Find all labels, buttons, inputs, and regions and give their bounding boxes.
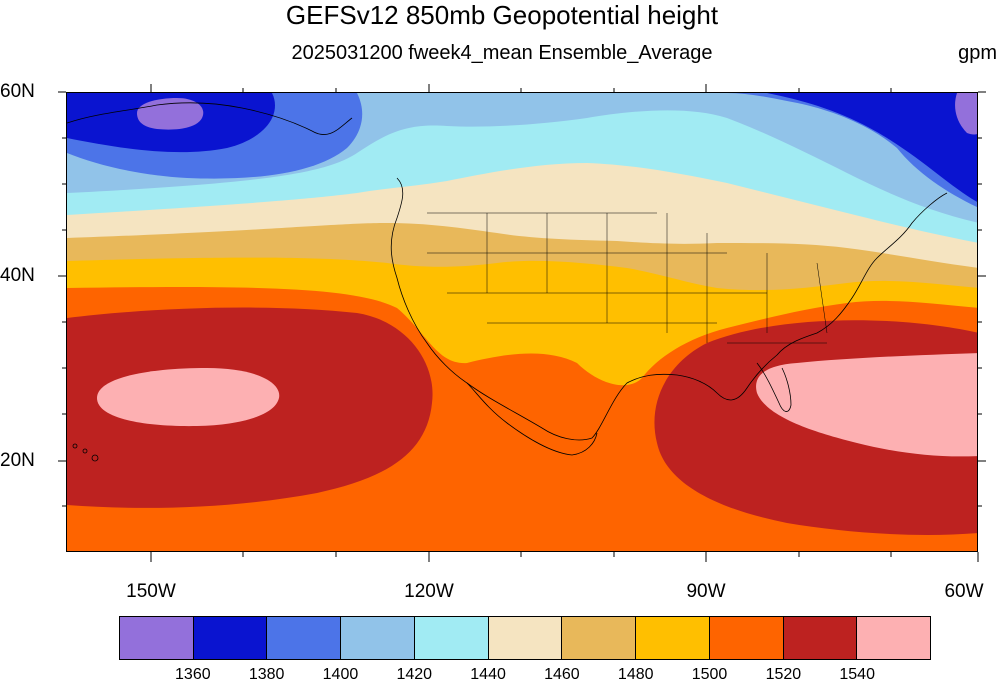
colorbar-swatch xyxy=(636,617,710,659)
coastline-florida xyxy=(756,362,792,412)
lat-label-60n: 60N xyxy=(0,81,35,102)
colorbar-swatch xyxy=(488,617,563,659)
colorbar-label: 1500 xyxy=(691,666,728,683)
lon-label-90w: 90W xyxy=(686,581,726,602)
colorbar-label: 1420 xyxy=(396,666,433,683)
lon-label-150w: 150W xyxy=(126,581,176,602)
colorbar-swatch xyxy=(193,617,268,659)
contour-band-1380-east xyxy=(767,93,977,202)
lat-label-20n: 20N xyxy=(0,450,35,471)
colorbar-label: 1480 xyxy=(617,666,654,683)
chart-title: GEFSv12 850mb Geopotential height xyxy=(285,0,719,30)
colorbar-label: 1440 xyxy=(470,666,506,683)
colorbar xyxy=(119,616,931,660)
colorbar-label: 1400 xyxy=(322,666,359,683)
map-panel xyxy=(66,92,978,552)
hawaii-islands xyxy=(72,443,99,462)
colorbar-swatch xyxy=(709,617,784,659)
lat-label-40n: 40N xyxy=(0,265,35,286)
contour-band-1360-east xyxy=(955,93,977,135)
lon-label-60w: 60W xyxy=(944,581,984,602)
colorbar-swatch xyxy=(267,617,342,659)
map-svg xyxy=(67,93,977,551)
colorbar-label: 1460 xyxy=(544,666,580,683)
colorbar-swatch xyxy=(414,617,489,659)
contour-band-above-1540-east xyxy=(756,353,977,457)
colorbar-swatch xyxy=(857,617,931,659)
colorbar-label: 1540 xyxy=(839,666,875,683)
coastline-north-america xyxy=(390,177,948,441)
colorbar-swatch xyxy=(562,617,637,659)
colorbar-swatch xyxy=(783,617,858,659)
lon-label-120w: 120W xyxy=(404,581,454,602)
state-borders xyxy=(427,212,828,344)
coastline-alaska xyxy=(67,102,353,135)
units-label: gpm xyxy=(958,42,997,64)
colorbar-label: 1380 xyxy=(248,666,285,683)
chart-subtitle: 2025031200 fweek4_mean Ensemble_Average xyxy=(291,42,713,64)
colorbar-swatch xyxy=(341,617,415,659)
contour-band-above-1540-west xyxy=(97,368,280,427)
colorbar-label: 1360 xyxy=(175,666,211,683)
coastline-mexico xyxy=(466,382,598,456)
colorbar-label: 1520 xyxy=(765,666,802,683)
colorbar-swatch xyxy=(120,617,194,659)
